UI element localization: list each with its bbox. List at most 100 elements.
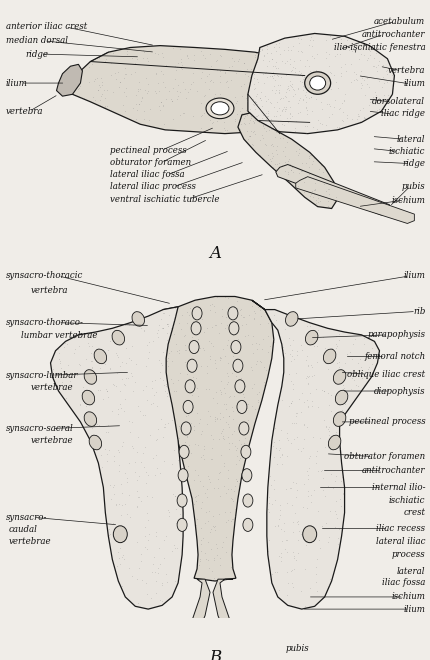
Point: [246, 131, 253, 141]
Point: [298, 73, 305, 84]
Point: [199, 314, 206, 325]
Point: [303, 422, 310, 433]
Point: [256, 135, 263, 146]
Point: [95, 420, 102, 430]
Point: [308, 186, 315, 197]
Point: [294, 98, 301, 108]
Point: [137, 323, 144, 333]
Point: [141, 84, 147, 95]
Point: [289, 379, 296, 389]
Ellipse shape: [305, 331, 317, 345]
Point: [154, 434, 160, 444]
Point: [206, 49, 212, 59]
Point: [307, 92, 314, 102]
Ellipse shape: [177, 518, 187, 531]
Point: [306, 582, 313, 593]
Point: [222, 312, 229, 322]
Point: [205, 101, 212, 112]
Point: [258, 45, 264, 55]
Ellipse shape: [227, 307, 237, 320]
Point: [86, 365, 93, 376]
Point: [283, 81, 290, 91]
Text: ventral ischiatic tubercle: ventral ischiatic tubercle: [110, 195, 219, 204]
Point: [282, 102, 289, 112]
Point: [292, 116, 299, 127]
Point: [177, 323, 184, 334]
Point: [190, 475, 197, 486]
Point: [240, 79, 246, 90]
Point: [231, 506, 238, 517]
Point: [202, 90, 209, 101]
Point: [302, 92, 309, 102]
Text: crest: crest: [402, 508, 424, 517]
Point: [324, 532, 331, 543]
Point: [367, 372, 374, 382]
Point: [270, 423, 277, 434]
Point: [270, 42, 276, 52]
Point: [150, 335, 157, 346]
Point: [261, 90, 267, 101]
Point: [279, 93, 286, 104]
Text: ischiatic: ischiatic: [388, 496, 424, 505]
Point: [115, 547, 122, 558]
Point: [273, 566, 280, 577]
Point: [197, 534, 204, 544]
Point: [88, 363, 95, 374]
Point: [190, 339, 197, 349]
Point: [333, 533, 340, 543]
Point: [143, 508, 150, 518]
Point: [290, 418, 297, 428]
Point: [270, 159, 277, 170]
Point: [144, 86, 151, 97]
Point: [139, 45, 146, 55]
Ellipse shape: [189, 341, 199, 354]
Point: [382, 66, 389, 77]
Point: [201, 77, 208, 88]
Point: [372, 48, 378, 58]
Point: [281, 106, 288, 116]
Point: [267, 319, 274, 329]
Point: [194, 334, 201, 345]
Point: [299, 94, 306, 105]
Point: [303, 351, 310, 362]
Point: [158, 579, 165, 590]
Point: [165, 507, 172, 517]
Point: [171, 311, 178, 321]
Point: [222, 488, 229, 498]
Point: [298, 158, 304, 168]
Point: [88, 362, 95, 373]
Point: [89, 92, 96, 102]
Point: [104, 427, 111, 438]
Text: vertebrae: vertebrae: [9, 537, 51, 546]
Point: [319, 332, 326, 343]
Point: [135, 563, 142, 574]
Point: [325, 426, 332, 436]
Point: [200, 444, 207, 455]
Point: [172, 64, 179, 75]
Point: [211, 320, 218, 331]
Point: [224, 432, 230, 443]
Point: [316, 465, 323, 476]
Point: [335, 103, 342, 114]
Point: [163, 578, 170, 588]
Point: [286, 54, 293, 65]
Point: [228, 429, 235, 440]
Point: [333, 49, 340, 59]
Point: [234, 55, 241, 66]
Point: [93, 73, 100, 83]
Point: [189, 372, 196, 382]
Point: [144, 544, 150, 554]
Point: [314, 84, 321, 95]
Point: [78, 65, 85, 76]
Point: [317, 78, 324, 88]
Point: [233, 296, 240, 306]
Point: [301, 173, 308, 183]
Point: [120, 379, 127, 389]
Point: [305, 152, 312, 163]
Point: [282, 70, 289, 81]
Point: [375, 76, 382, 86]
Point: [310, 53, 316, 63]
Point: [191, 362, 198, 373]
Point: [154, 332, 161, 343]
Point: [303, 503, 310, 513]
